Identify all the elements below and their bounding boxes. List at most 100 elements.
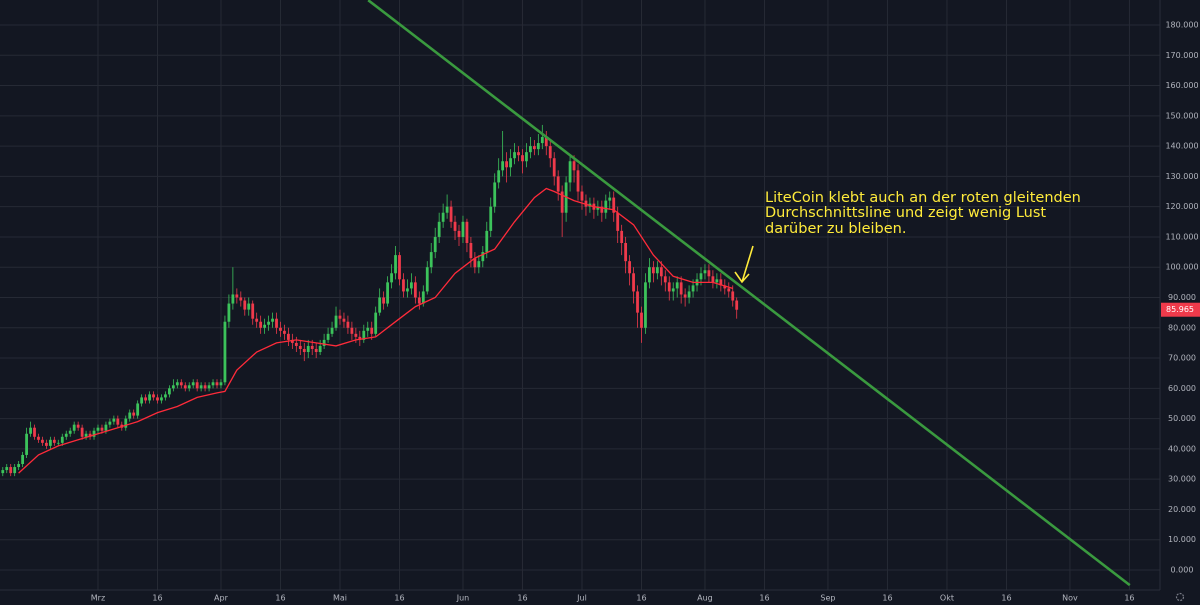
candle-body [227,303,231,322]
candle-body [620,230,624,243]
candle-body [306,345,310,352]
candle-body [116,418,120,425]
candle-body [41,439,44,443]
candle-body [521,155,524,162]
candle-body [88,433,92,437]
candle-body [267,321,270,325]
candle-body [223,321,227,383]
candle-body [529,146,532,153]
annotation-arrow [734,245,754,284]
candle-body [703,270,707,274]
candle-body [112,418,116,422]
x-tick-label: Jul [576,594,587,603]
candle-body [640,312,643,328]
candle-body [136,403,140,416]
y-tick-label: 50.000 [1168,414,1196,423]
candle-body [655,267,659,274]
candle-body [362,330,366,340]
candle-body [687,291,691,298]
candle-body [342,318,346,322]
candle-body [259,321,263,328]
candle-body [330,327,334,334]
y-tick-label: 40.000 [1168,444,1196,453]
x-tick-label: Sep [820,594,835,603]
candle-body [52,439,56,443]
candle-body [382,297,386,304]
candle-body [84,433,88,437]
candle-body [409,282,413,289]
candle-body [501,161,505,171]
candle-body [187,385,191,389]
candle-body [171,385,175,389]
candle-body [283,330,286,334]
plot-area [1,0,1131,587]
candle-body [56,442,60,444]
candle-body [481,252,485,262]
x-tick-label: 16 [517,594,527,603]
candle-body [449,206,453,222]
candle-body [386,282,389,304]
candle-body [707,270,711,277]
y-tick-label: 140.000 [1165,142,1198,151]
candle-body [421,291,425,304]
candle-body [517,152,520,156]
candle-body [525,152,528,162]
x-tick-label: 16 [1124,594,1134,603]
candle-body [144,397,147,401]
candle-body [731,291,735,301]
candle-body [76,424,80,428]
candle-body [691,285,695,292]
candle-body [370,327,374,334]
candle-body [485,230,489,253]
candle-body [572,161,576,171]
candle-body [255,318,259,322]
candle-body [140,397,144,404]
candle-body [378,297,382,313]
candle-body [398,255,401,280]
candle-body [156,397,159,401]
candle-body [9,467,13,474]
candle-body [390,273,393,283]
candle-body [632,273,635,292]
candle-body [596,206,600,210]
settings-icon[interactable] [1175,592,1185,602]
candle-body [96,427,100,431]
candle-body [175,382,179,386]
candle-body [235,294,239,298]
x-tick-label: 16 [275,594,285,603]
candle-body [651,267,655,274]
x-tick-label: 16 [636,594,646,603]
y-tick-label: 130.000 [1165,172,1198,181]
candle-body [263,324,267,328]
candle-body [445,206,449,213]
candle-body [608,197,612,201]
candle-body [473,258,477,268]
y-tick-label: 0.000 [1171,566,1194,575]
candle-body [108,421,112,425]
candle-body [271,318,274,322]
candle-body [366,327,370,331]
candle-body [663,276,667,283]
x-tick-label: Jun [456,594,470,603]
candle-body [231,294,235,304]
candle-body [215,382,219,386]
candle-body [100,427,104,431]
y-tick-label: 20.000 [1168,505,1196,514]
candle-body [648,267,651,283]
candle-body [433,236,437,253]
y-tick-label: 100.000 [1165,263,1198,272]
candle-body [322,339,326,346]
candle-body [203,385,207,389]
candle-body [699,273,703,280]
candle-body [72,424,76,431]
candle-body [290,339,294,343]
candle-body [334,315,338,328]
candle-body [493,182,497,207]
candle-body [124,418,128,428]
candle-body [425,267,429,292]
candle-body [132,412,136,416]
candle-body [33,427,36,437]
candle-body [548,146,552,159]
candle-body [275,318,278,328]
